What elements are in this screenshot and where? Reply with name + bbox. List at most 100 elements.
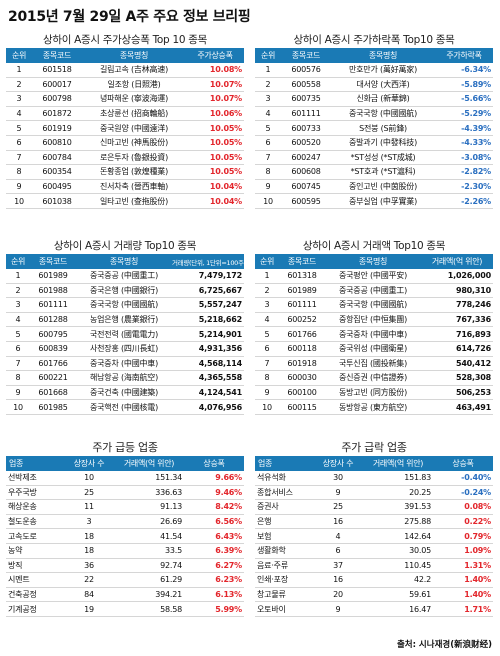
table-header-row: 순위 종목코드 종목명칭 주가상승폭: [6, 48, 244, 63]
code-cell: 601918: [279, 356, 325, 372]
change-cell: 6.56%: [184, 514, 244, 530]
value-cell: 1,026,000: [421, 269, 493, 284]
turnover-cell: 151.83: [363, 471, 433, 486]
table-header-row: 순위 종목코드 종목명칭 거래량(단위, 1단위=100주): [6, 254, 244, 269]
value-cell: 10.05%: [186, 164, 244, 180]
sector-down-section: 주가 급락 업종 업종 상장사 수 거래액(억 위안) 상승폭 석유석화 30 15…: [255, 440, 493, 617]
rank-cell: 3: [255, 91, 281, 107]
value-cell: 10.06%: [186, 106, 244, 122]
name-cell: S전붕 (S前鋒): [331, 120, 435, 136]
rank-cell: 10: [6, 193, 32, 209]
col-header-volume: 거래량(단위, 1단위=100주): [172, 254, 244, 269]
rank-cell: 4: [6, 106, 32, 122]
rank-cell: 5: [6, 326, 30, 342]
rank-cell: 2: [255, 77, 281, 93]
name-cell: 신화금 (新華錦): [331, 91, 435, 107]
rank-cell: 2: [6, 77, 32, 93]
rank-cell: 1: [6, 63, 32, 78]
value-cell: 980,310: [421, 283, 493, 299]
turnover-cell: 275.88: [363, 514, 433, 530]
sector-cell: 해상운송: [6, 499, 64, 515]
table-row: 음료·주류 37 110.45 1.31%: [255, 558, 493, 574]
col-header-code: 종목코드: [281, 48, 331, 63]
name-cell: 로은투자 (魯銀投資): [82, 150, 186, 166]
turnover-cell: 16.47: [363, 601, 433, 617]
table-row: 3 601111 중국국항 (中國國航) 5,557,247: [6, 297, 244, 313]
rank-cell: 9: [255, 385, 279, 401]
gainers-section: 상하이 A증시 주가상승폭 Top 10 종목 순위 종목코드 종목명칭 주가상…: [6, 32, 244, 209]
table-row: 8 600354 돈황종업 (敦煌種業) 10.05%: [6, 164, 244, 180]
code-cell: 601919: [32, 120, 82, 136]
turnover-cell: 42.2: [363, 572, 433, 588]
table-row: 1 601318 중국평안 (中國平安) 1,026,000: [255, 269, 493, 284]
value-cell: 4,124,541: [172, 385, 244, 401]
code-cell: 600221: [30, 370, 76, 386]
code-cell: 601518: [32, 63, 82, 78]
name-cell: 중국원양 (中國遠洋): [82, 120, 186, 136]
change-cell: 9.66%: [184, 471, 244, 486]
sector-down-title: 주가 급락 업종: [341, 441, 407, 454]
change-cell: 6.13%: [184, 587, 244, 603]
losers-section: 상하이 A증시 주가하락폭 Top10 종목 순위 종목코드 종목명칭 주가하락…: [255, 32, 493, 209]
count-cell: 25: [313, 499, 363, 515]
sector-cell: 인쇄·포장: [255, 572, 313, 588]
rank-cell: 3: [6, 91, 32, 107]
code-cell: 601288: [30, 312, 76, 328]
rank-cell: 6: [6, 341, 30, 357]
col-header-rank: 순위: [255, 254, 279, 269]
rank-cell: 7: [6, 150, 32, 166]
rank-cell: 9: [255, 179, 281, 195]
turnover-title: 상하이 A증시 거래액 Top10 종목: [302, 240, 446, 252]
table-header-row: 순위 종목코드 종목명칭 거래액(억 위안): [255, 254, 493, 269]
count-cell: 18: [64, 543, 114, 559]
table-row: 8 600608 *ST호과 (*ST滬科) -2.82%: [255, 164, 493, 180]
col-header-code: 종목코드: [279, 254, 325, 269]
name-cell: 중국위성 (中國衛星): [325, 341, 421, 357]
rank-cell: 3: [6, 297, 30, 313]
col-header-name: 종목명칭: [325, 254, 421, 269]
code-cell: 601111: [30, 297, 76, 313]
table-row: 5 600795 국전전력 (國電電力) 5,214,901: [6, 326, 244, 342]
col-header-change: 상승폭: [433, 456, 493, 471]
rank-cell: 5: [255, 120, 281, 136]
table-row: 1 601518 길림고속 (吉林高速) 10.08%: [6, 63, 244, 78]
name-cell: 농업은행 (農業銀行): [76, 312, 172, 328]
table-row: 증권사 25 391.53 0.08%: [255, 499, 493, 515]
name-cell: 진서차축 (晉西車軸): [82, 179, 186, 195]
count-cell: 84: [64, 587, 114, 603]
turnover-cell: 151.34: [114, 471, 184, 486]
volume-title: 상하이 A증시 거래량 Top10 종목: [53, 240, 197, 252]
rank-cell: 1: [6, 269, 30, 284]
code-cell: 601989: [30, 269, 76, 284]
code-cell: 600520: [281, 135, 331, 151]
value-cell: 778,246: [421, 297, 493, 313]
table-row: 시멘트 22 61.29 6.23%: [6, 572, 244, 588]
value-cell: 10.07%: [186, 91, 244, 107]
code-cell: 600495: [32, 179, 82, 195]
value-cell: 4,076,956: [172, 399, 244, 415]
count-cell: 6: [313, 543, 363, 559]
table-row: 인쇄·포장 16 42.2 1.40%: [255, 572, 493, 588]
table-row: 고속도로 18 41.54 6.43%: [6, 528, 244, 544]
count-cell: 37: [313, 558, 363, 574]
turnover-cell: 58.58: [114, 601, 184, 617]
table-row: 방직 36 92.74 6.27%: [6, 558, 244, 574]
table-row: 은행 16 275.88 0.22%: [255, 514, 493, 530]
col-header-code: 종목코드: [32, 48, 82, 63]
sector-cell: 농약: [6, 543, 64, 559]
table-row: 창고물류 20 59.61 1.40%: [255, 587, 493, 603]
sector-cell: 석유석화: [255, 471, 313, 486]
name-cell: 중국중공 (中國重工): [76, 269, 172, 284]
value-cell: 4,568,114: [172, 356, 244, 372]
change-cell: 0.22%: [433, 514, 493, 530]
col-header-turnover: 거래액(억 위안): [421, 254, 493, 269]
change-cell: 9.46%: [184, 485, 244, 501]
rank-cell: 4: [255, 312, 279, 328]
rank-cell: 7: [6, 356, 30, 372]
count-cell: 3: [64, 514, 114, 530]
sector-cell: 기계공정: [6, 601, 64, 617]
table-row: 4 601111 중국국항 (中國國航) -5.29%: [255, 106, 493, 122]
name-cell: 국전전력 (國電電力): [76, 326, 172, 342]
value-cell: 10.04%: [186, 193, 244, 209]
value-cell: -5.89%: [435, 77, 493, 93]
